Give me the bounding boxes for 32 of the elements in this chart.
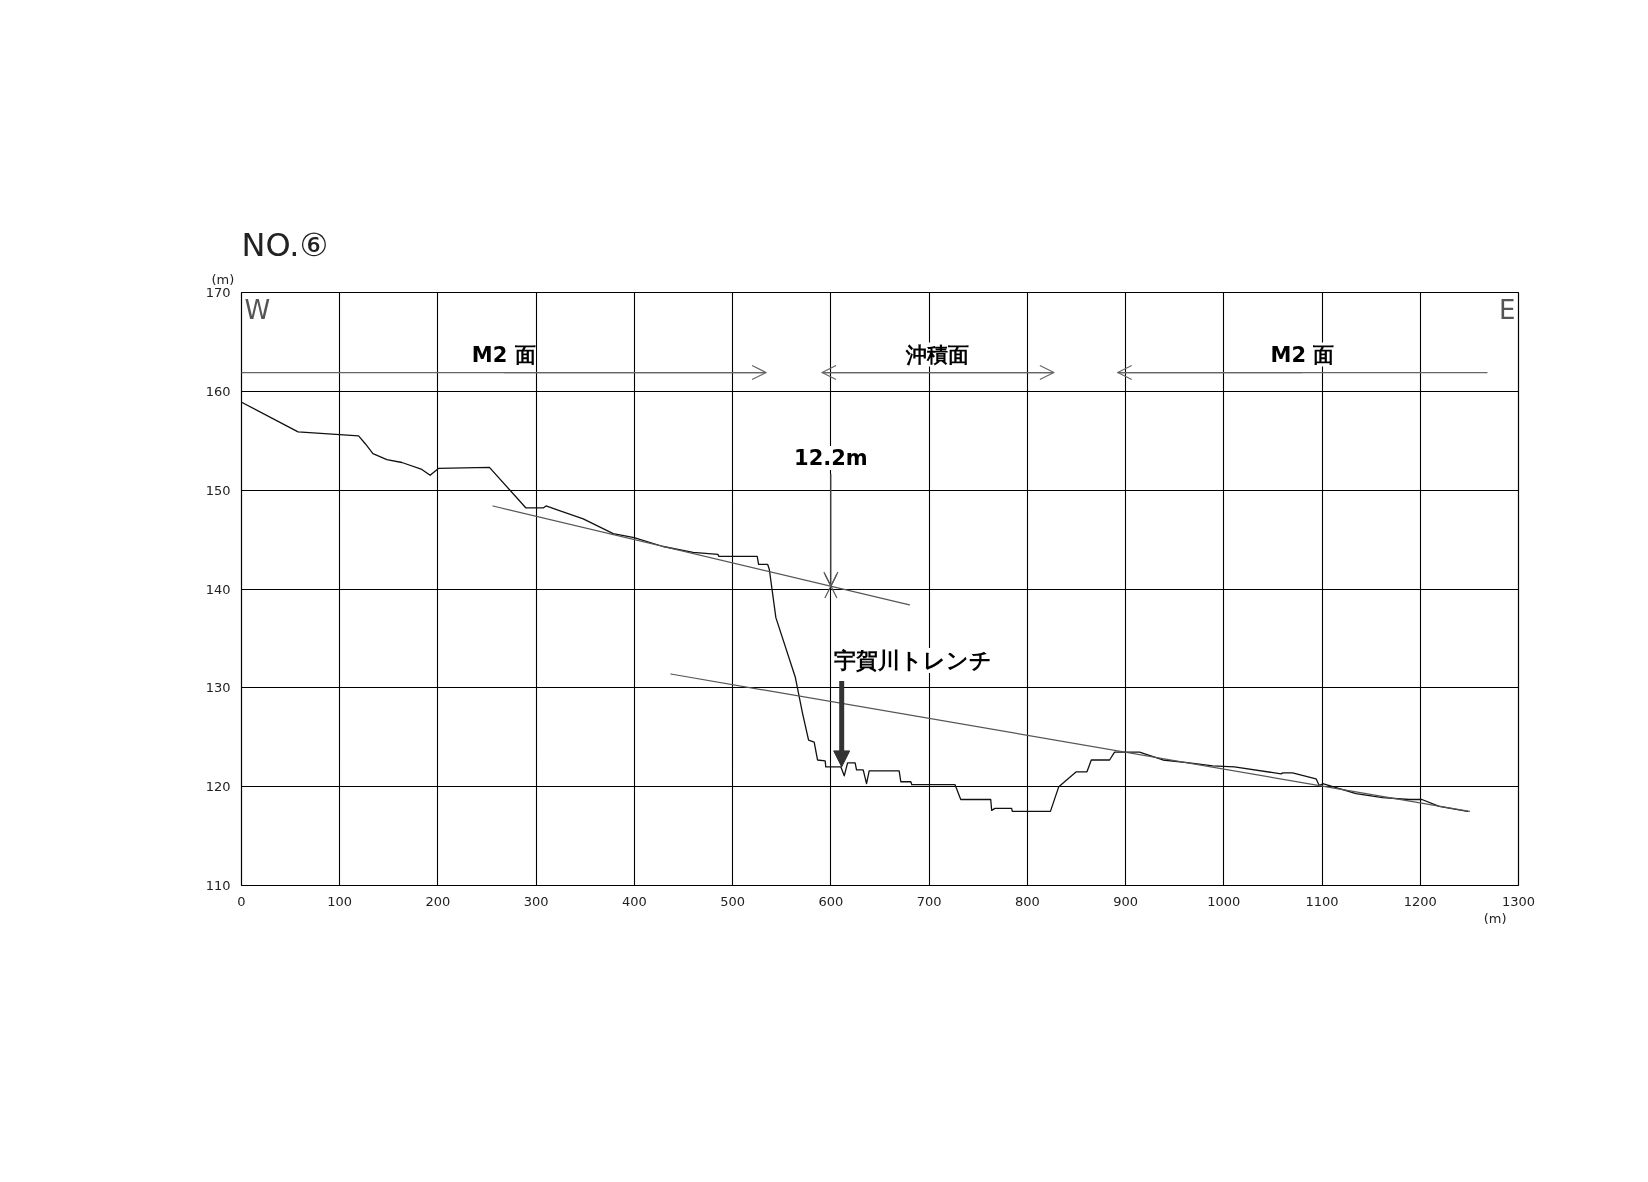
x-tick-label: 400 (622, 893, 647, 909)
x-tick-label: 200 (425, 893, 451, 909)
x-tick-label: 1200 (1403, 893, 1437, 909)
x-tick-label: 600 (818, 893, 844, 909)
series-label: 沖積面 (905, 342, 970, 367)
y-tick-label: 140 (205, 581, 231, 597)
chart-title: NO.⑥ (241, 225, 329, 264)
x-tick-label: 100 (327, 893, 353, 909)
y-tick-label: 160 (205, 383, 231, 399)
x-tick-label: 900 (1113, 893, 1138, 909)
y-tick-label: 170 (205, 285, 231, 300)
y-tick-label: 130 (205, 680, 231, 696)
x-tick-label: 1000 (1207, 893, 1241, 909)
x-tick-label: 500 (720, 893, 746, 909)
annotation: W (244, 294, 271, 325)
series-label: M2 面 (471, 342, 536, 367)
x-tick-label: 1300 (1501, 893, 1536, 909)
x-tick-label: 0 (237, 893, 246, 909)
x-axis-title: (m) (1483, 910, 1507, 926)
annotation: 12.2m (794, 446, 868, 471)
x-tick-label: 1100 (1305, 893, 1339, 909)
annotation: E (1499, 294, 1516, 325)
x-tick-label: 300 (523, 893, 549, 909)
x-tick-label: 800 (1014, 893, 1040, 909)
y-tick-label: 110 (205, 878, 231, 893)
y-tick-label: 150 (205, 482, 231, 498)
series-label: M2 面 (1270, 342, 1335, 367)
line-series (241, 401, 1469, 813)
annotation: 宇賀川トレンチ (833, 647, 992, 673)
x-tick-label: 700 (916, 893, 942, 909)
y-tick-label: 120 (205, 779, 231, 795)
y-axis-title: (m) (211, 271, 235, 287)
